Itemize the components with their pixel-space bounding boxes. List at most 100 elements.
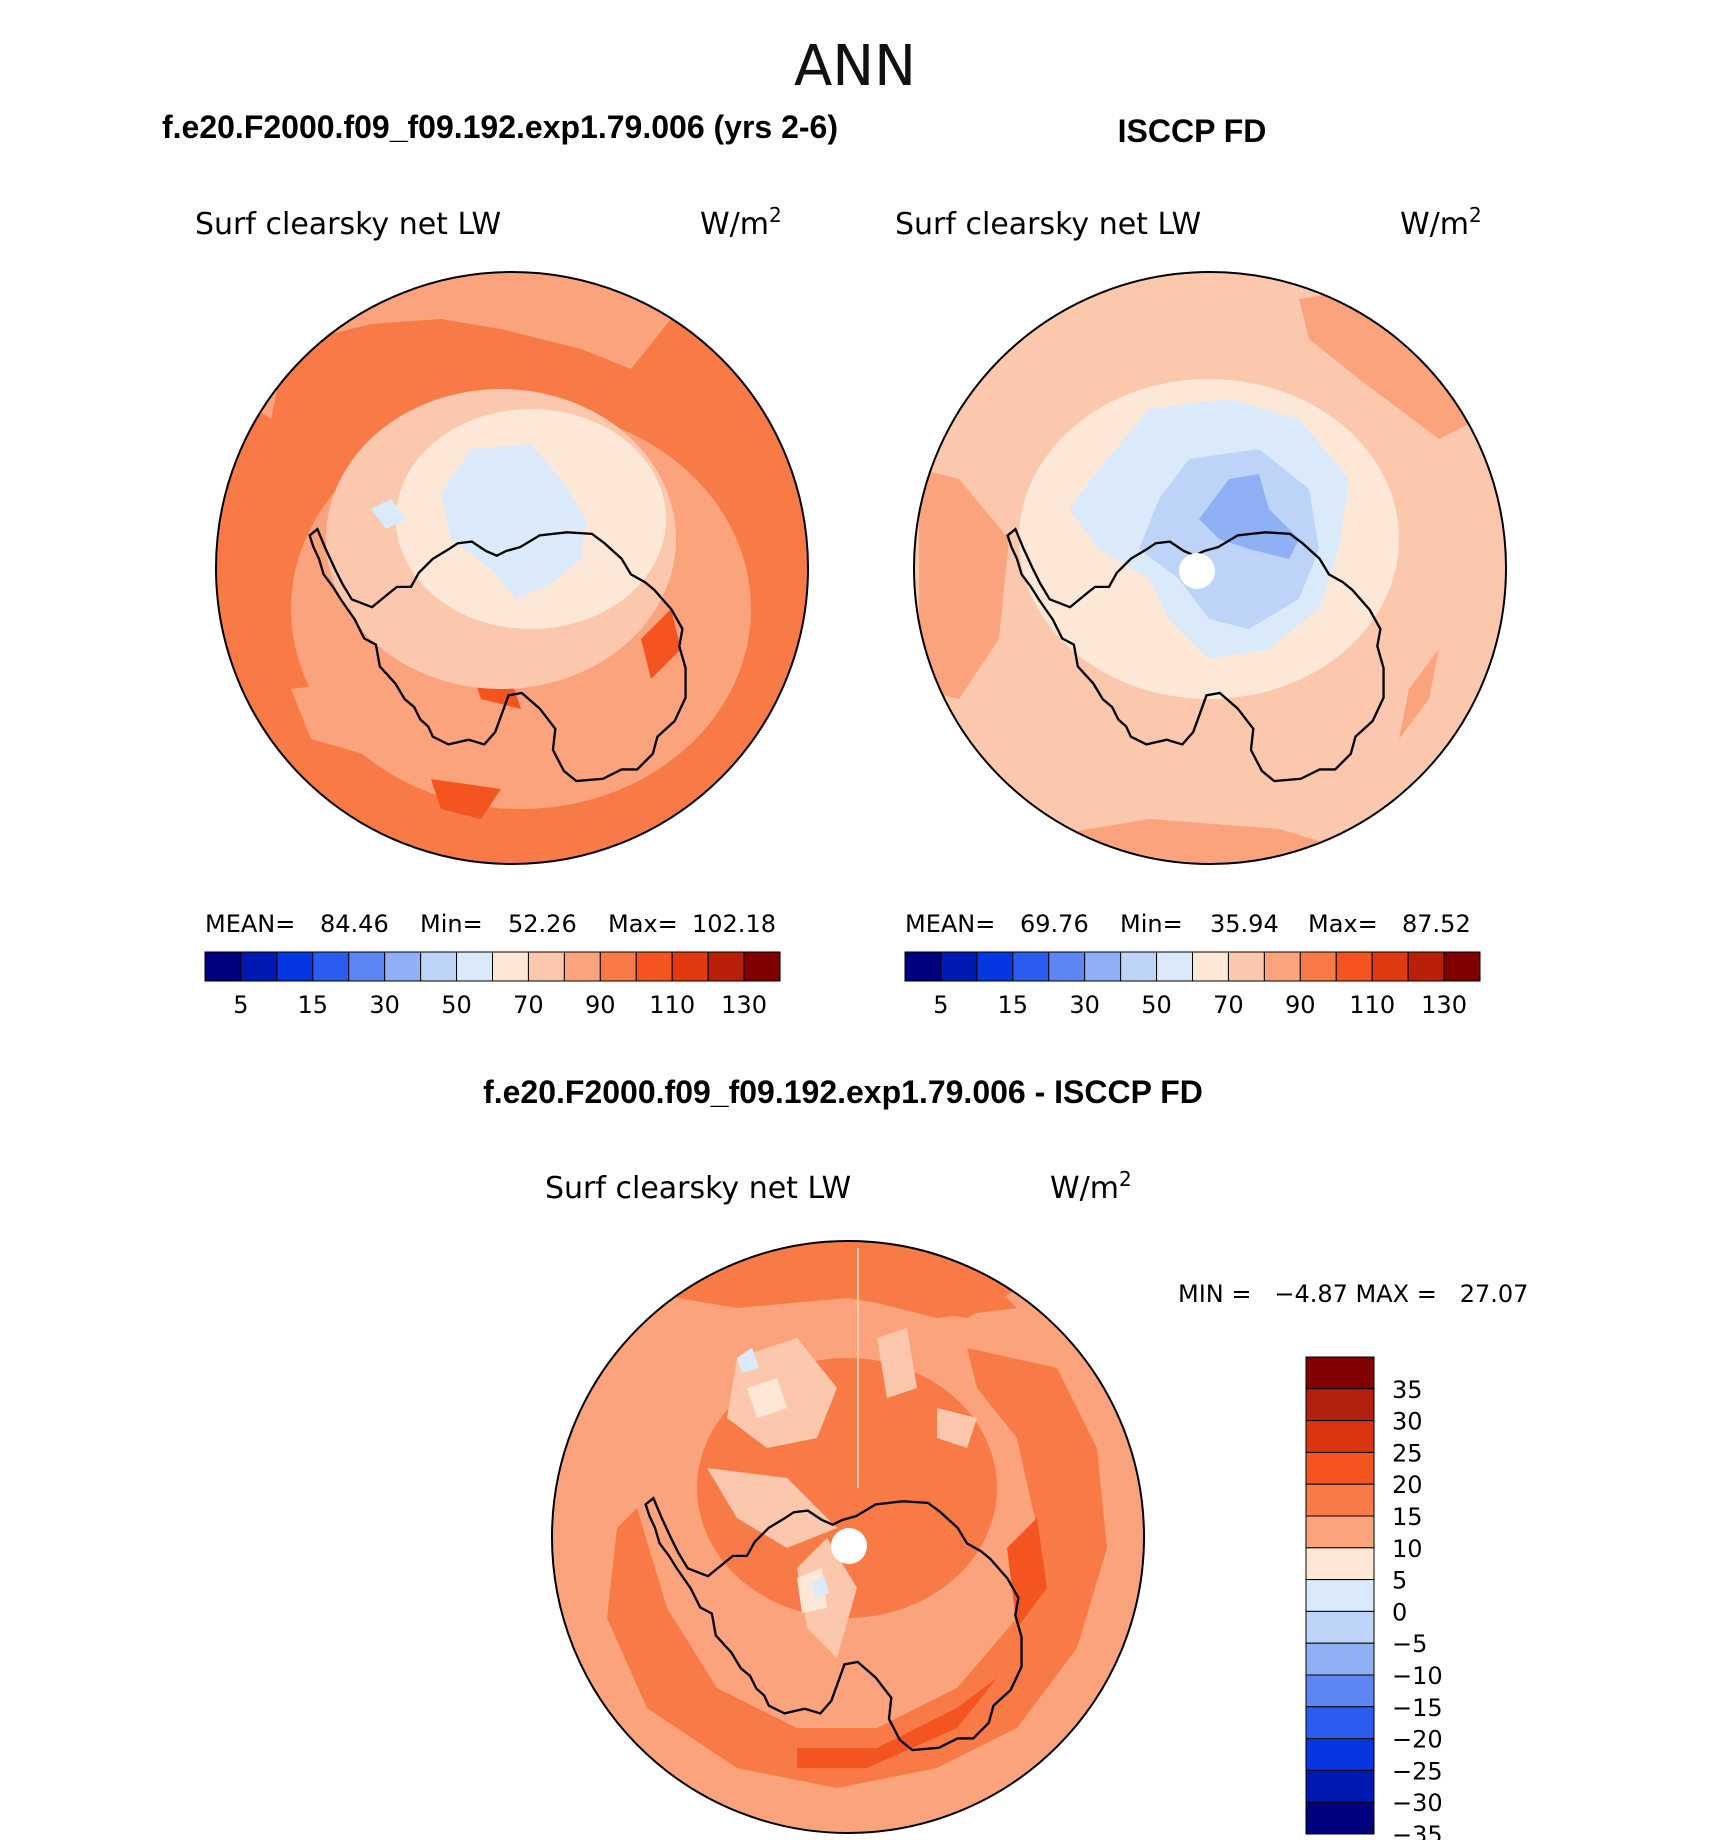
colorbar-label: 0 [1392, 1598, 1407, 1626]
colorbar-swatch [1305, 1610, 1375, 1644]
season-title: ANN [794, 34, 916, 99]
colorbar-label: −30 [1392, 1789, 1443, 1817]
colorbar-label: −35 [1392, 1821, 1443, 1840]
panel-diff-units: W/m2 [1050, 1167, 1132, 1206]
colorbar-swatch [456, 951, 493, 982]
colorbar-swatch [1305, 1706, 1375, 1740]
colorbar-swatch [1305, 1547, 1375, 1581]
colorbar-label: 20 [1392, 1471, 1423, 1499]
colorbar-label: 15 [998, 991, 1029, 1019]
colorbar-swatch [1371, 951, 1409, 982]
colorbar-swatch [1305, 1420, 1375, 1453]
colorbar-label: 90 [585, 991, 616, 1019]
panel-model-stats: MEAN= 84.46 Min= 52.26 Max= 102.18 [205, 910, 776, 938]
colorbar-label: −25 [1392, 1757, 1443, 1785]
colorbar-swatch [1263, 951, 1301, 982]
colorbar-swatch [492, 951, 529, 982]
map-model [215, 271, 809, 865]
colorbar-label: 25 [1392, 1439, 1423, 1467]
colorbar-label: 35 [1392, 1376, 1423, 1404]
colorbar-swatch [1012, 951, 1050, 982]
panel-obs-variable: Surf clearsky net LW [895, 207, 1201, 242]
colorbar-swatch [1305, 1483, 1375, 1517]
colorbar-label: 130 [1421, 991, 1467, 1019]
colorbar-swatch [204, 951, 242, 982]
panel-model-variable: Surf clearsky net LW [195, 207, 501, 242]
colorbar-label: 70 [1213, 991, 1244, 1019]
colorbar-swatch [707, 951, 745, 982]
colorbar-label: 110 [649, 991, 695, 1019]
colorbar-label: 15 [1392, 1503, 1423, 1531]
colorbar-label: −10 [1392, 1662, 1443, 1690]
colorbar-swatch [276, 951, 314, 982]
colorbar-label: 30 [1069, 991, 1100, 1019]
panel-model: f.e20.F2000.f09_f09.192.exp1.79.006 (yrs… [162, 109, 838, 1019]
colorbar-swatch [1305, 1801, 1375, 1835]
colorbar-label: 30 [1392, 1408, 1423, 1436]
panel-obs: ISCCP FD Surf clearsky net LW W/m2 MEAN=… [895, 113, 1507, 1019]
colorbar-label: 30 [369, 991, 400, 1019]
colorbar-swatch [1305, 1451, 1375, 1485]
colorbar-swatch [348, 951, 386, 982]
colorbar-label: −20 [1392, 1726, 1443, 1754]
panel-model-title: f.e20.F2000.f09_f09.192.exp1.79.006 (yrs… [162, 109, 838, 145]
colorbar-swatch [1120, 951, 1158, 982]
colorbar-label: 50 [1141, 991, 1172, 1019]
colorbar-swatch [1407, 951, 1445, 982]
colorbar-label: −15 [1392, 1694, 1443, 1722]
colorbar-swatch [1305, 1579, 1375, 1612]
colorbar-swatch [940, 951, 978, 982]
panel-obs-title: ISCCP FD [1118, 113, 1267, 149]
colorbar-swatch [1305, 1674, 1375, 1708]
colorbar-swatch [1305, 1769, 1375, 1803]
colorbar-swatch [527, 951, 565, 982]
panel-diff-variable: Surf clearsky net LW [545, 1171, 851, 1206]
colorbar-model: 5 15 30 50 70 90 110 130 [204, 951, 781, 1019]
colorbar-label: 90 [1285, 991, 1316, 1019]
panel-diff-minmax: MIN = −4.87 MAX = 27.07 [1178, 1280, 1528, 1308]
panel-obs-stats: MEAN= 69.76 Min= 35.94 Max= 87.52 [905, 910, 1471, 938]
colorbar-swatch [1156, 951, 1193, 982]
colorbar-label: 110 [1349, 991, 1395, 1019]
colorbar-swatch [635, 951, 673, 982]
colorbar-label: 15 [298, 991, 329, 1019]
colorbar-swatch [240, 951, 278, 982]
panel-obs-units: W/m2 [1400, 203, 1482, 242]
panel-diff-title: f.e20.F2000.f09_f09.192.exp1.79.006 - IS… [483, 1074, 1203, 1110]
colorbar-swatch [976, 951, 1014, 982]
colorbar-label: 10 [1392, 1535, 1423, 1563]
colorbar-label: 5 [233, 991, 248, 1019]
colorbar-label: 5 [933, 991, 948, 1019]
colorbar-swatch [1299, 951, 1337, 982]
panel-model-units: W/m2 [700, 203, 782, 242]
colorbar-swatch [1335, 951, 1373, 982]
colorbar-label: 70 [513, 991, 544, 1019]
map-diff [551, 1240, 1145, 1834]
colorbar-label: 5 [1392, 1567, 1407, 1595]
colorbar-swatch [563, 951, 601, 982]
colorbar-swatch [1048, 951, 1086, 982]
colorbar-swatch [1305, 1642, 1375, 1676]
colorbar-swatch [312, 951, 350, 982]
colorbar-swatch [743, 951, 781, 982]
colorbar-swatch [1443, 951, 1481, 982]
colorbar-label: −5 [1392, 1630, 1427, 1658]
colorbar-swatch [384, 951, 422, 982]
colorbar-obs: 5 15 30 50 70 90 110 130 [904, 951, 1481, 1019]
colorbar-diff: 35 30 25 20 15 10 5 0 −5 −10 −15 −20 −25 −30 −35 [1305, 1356, 1443, 1840]
colorbar-swatch [1084, 951, 1122, 982]
colorbar-swatch [420, 951, 458, 982]
map-obs [913, 271, 1507, 865]
colorbar-swatch [1305, 1388, 1375, 1422]
colorbar-swatch [1227, 951, 1265, 982]
panel-diff: f.e20.F2000.f09_f09.192.exp1.79.006 - IS… [483, 1074, 1528, 1840]
colorbar-swatch [599, 951, 637, 982]
colorbar-swatch [1305, 1356, 1375, 1390]
colorbar-swatch [1192, 951, 1229, 982]
colorbar-swatch [1305, 1515, 1375, 1549]
colorbar-swatch [671, 951, 709, 982]
colorbar-label: 130 [721, 991, 767, 1019]
colorbar-swatch [1305, 1738, 1375, 1771]
colorbar-label: 50 [441, 991, 472, 1019]
